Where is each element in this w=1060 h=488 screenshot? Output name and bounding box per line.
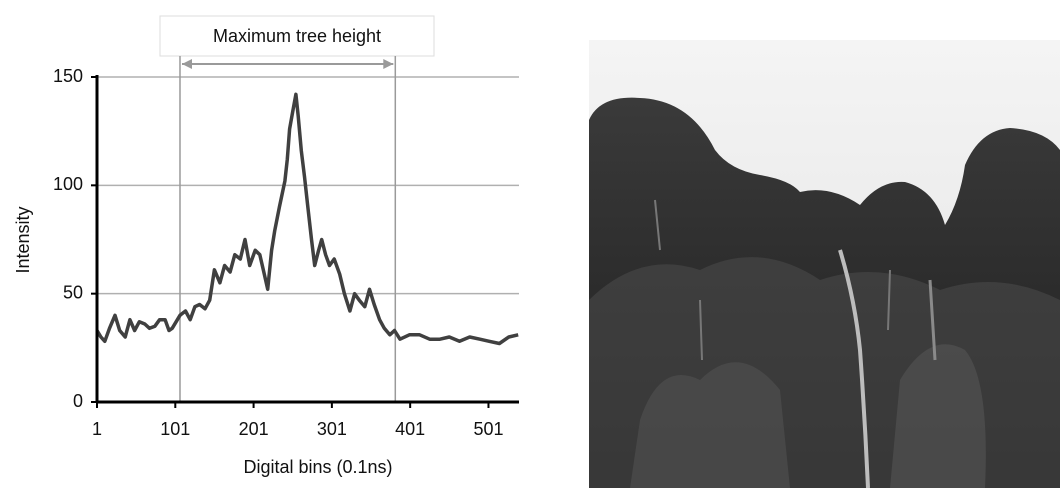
x-axis-label: Digital bins (0.1ns) bbox=[243, 457, 392, 477]
x-tick-label: 501 bbox=[473, 419, 503, 439]
annotation-box bbox=[159, 15, 435, 57]
annotation-text: Maximum tree height bbox=[213, 26, 381, 46]
y-tick-label: 150 bbox=[53, 66, 83, 86]
forest-photo bbox=[589, 40, 1060, 488]
y-tick-label: 50 bbox=[63, 282, 83, 302]
y-tick-label: 0 bbox=[73, 391, 83, 411]
x-tick-label: 401 bbox=[395, 419, 425, 439]
x-tick-label: 1 bbox=[92, 419, 102, 439]
x-tick-label: 101 bbox=[160, 419, 190, 439]
y-axis-label: Intensity bbox=[13, 206, 33, 273]
data-line bbox=[95, 92, 519, 346]
x-tick-label: 201 bbox=[239, 419, 269, 439]
x-tick-label: 301 bbox=[317, 419, 347, 439]
y-tick-label: 100 bbox=[53, 174, 83, 194]
chart: Maximum tree height Digital bins (0.1ns)… bbox=[13, 15, 519, 477]
